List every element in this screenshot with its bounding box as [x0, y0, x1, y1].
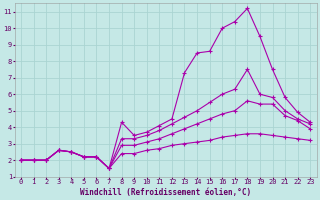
X-axis label: Windchill (Refroidissement éolien,°C): Windchill (Refroidissement éolien,°C) [80, 188, 251, 197]
